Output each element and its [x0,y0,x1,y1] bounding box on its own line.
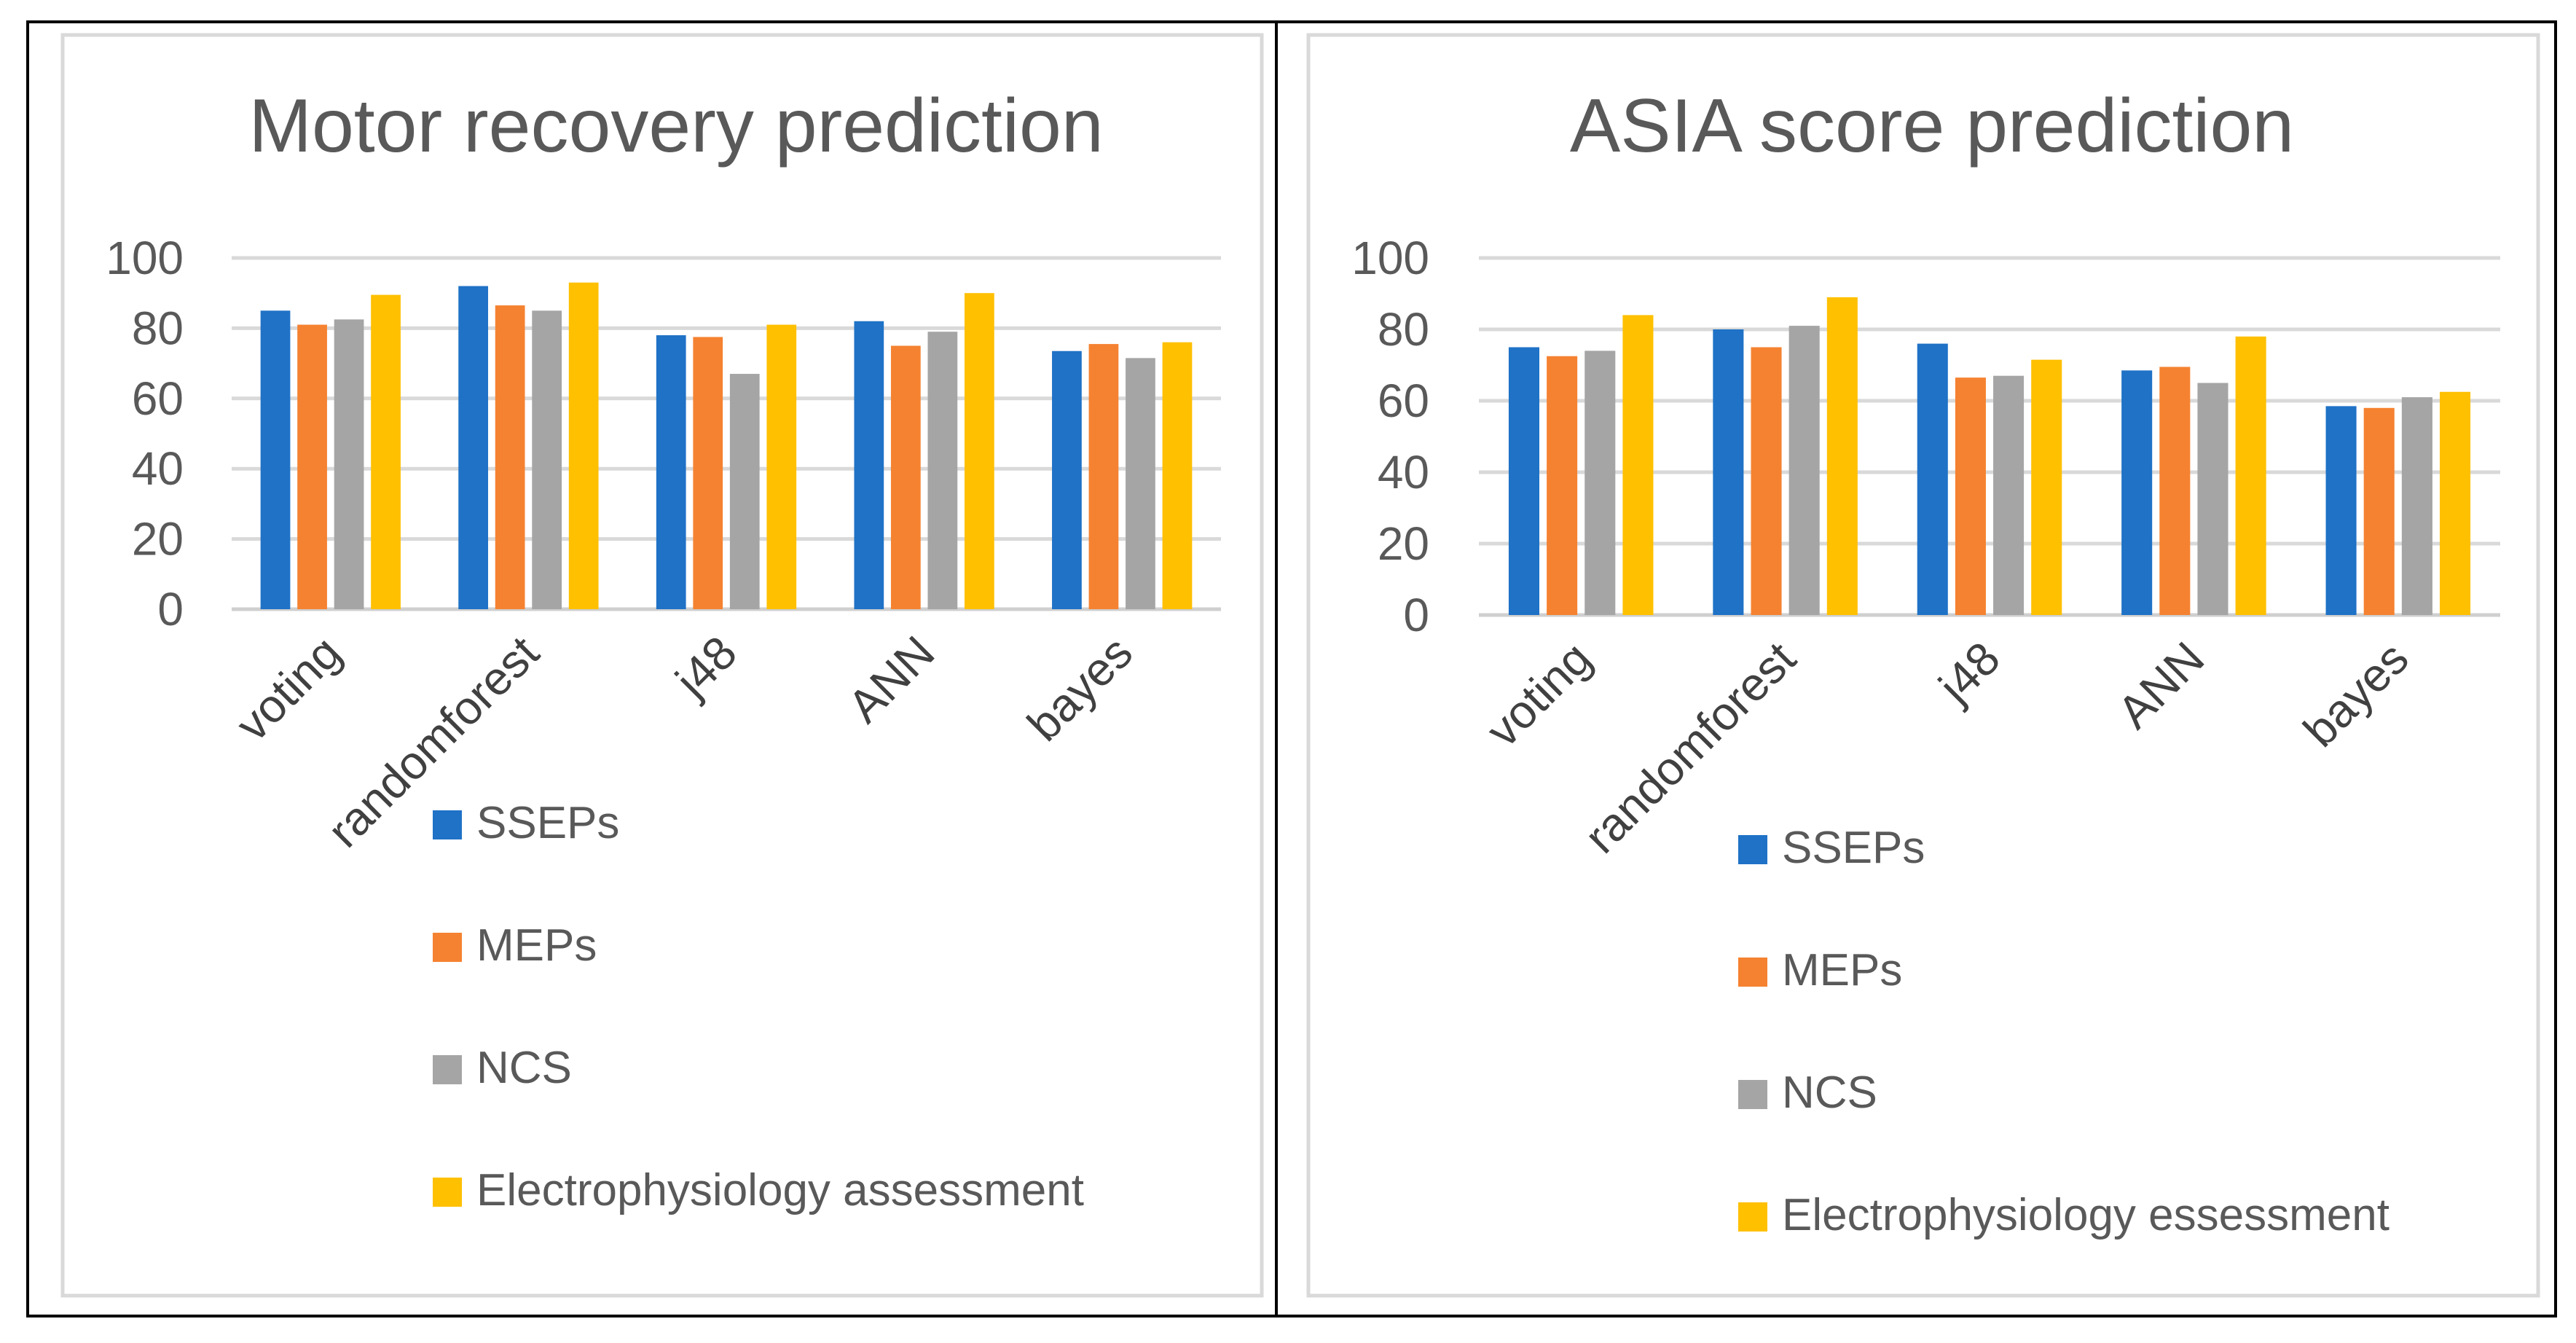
chart-area-border-right [1306,33,2540,1298]
bar-j48-sseps [656,335,686,609]
y-tick-label: 40 [132,442,184,495]
bars [260,282,1193,609]
y-tick-label: 0 [157,583,184,635]
bar-voting-meps [297,324,327,609]
legend-swatch [1738,1202,1767,1232]
chart-title: Motor recovery prediction [248,84,1103,168]
y-tick-label: 60 [132,372,184,425]
legend-swatch [1738,835,1767,864]
bar-randomforest-sseps [1713,329,1744,615]
y-tick-label: 20 [1378,517,1429,570]
bar-bayes-meps [1088,344,1119,609]
bar-j48-electrophysiology-essessment [2031,359,2062,615]
legend-label: NCS [1782,1068,1877,1118]
bar-ANN-meps [890,345,921,609]
bar-bayes-ncs [1126,358,1155,609]
bar-bayes-meps [2363,407,2395,615]
chart-area-border-left [60,33,1264,1298]
bar-j48-meps [1955,377,1986,615]
legend-swatch [433,810,462,839]
y-tick-label: 0 [1403,589,1429,641]
bar-randomforest-electrophysiology-essessment [1826,297,1858,615]
bar-bayes-sseps [1052,351,1082,609]
bar-j48-ncs [729,374,760,609]
y-tick-label: 80 [1378,303,1429,356]
bar-bayes-electrophysiology-essessment [2440,391,2471,615]
bar-voting-ncs [1585,351,1616,615]
legend-label: Electrophysiology assessment [476,1165,1084,1215]
legend-swatch [433,1178,462,1207]
bar-voting-sseps [1508,347,1539,615]
bar-randomforest-ncs [532,310,562,609]
bar-voting-sseps [260,310,291,609]
bar-voting-electrophysiology-essessment [1622,315,1654,615]
y-tick-label: 60 [1378,375,1429,427]
bar-j48-electrophysiology-assessment [766,324,797,609]
legend-label: MEPs [476,920,597,971]
bar-randomforest-electrophysiology-assessment [568,282,599,609]
legend-label: MEPs [1782,945,1902,995]
bar-ANN-ncs [927,332,958,609]
bar-ANN-sseps [854,321,884,609]
bar-j48-ncs [1993,375,2025,615]
legend-label: Electrophysiology essessment [1782,1190,2390,1240]
legend: SSEPs MEPs NCS Electrophysiology assessment [433,798,1084,1215]
y-tick-label: 40 [1378,446,1429,498]
bar-ANN-electrophysiology-essessment [2235,336,2266,615]
bar-ANN-electrophysiology-assessment [965,293,994,609]
legend-swatch [1738,958,1767,987]
legend-label: SSEPs [476,798,619,848]
bar-bayes-ncs [2401,397,2432,615]
legend-label: NCS [476,1043,572,1093]
legend-label: SSEPs [1782,823,1925,873]
bar-bayes-sseps [2325,406,2357,615]
bar-randomforest-meps [495,305,525,609]
bar-ANN-ncs [2197,383,2229,615]
bar-bayes-electrophysiology-assessment [1162,342,1193,609]
chart-title: ASIA score prediction [1570,84,2294,168]
y-tick-label: 100 [1351,232,1429,284]
bar-ANN-sseps [2121,370,2153,615]
y-tick-label: 80 [132,302,184,354]
legend-swatch [433,933,462,962]
y-tick-label: 20 [132,513,184,565]
bar-j48-meps [693,337,723,609]
bar-randomforest-ncs [1788,326,1820,615]
bar-ANN-meps [2159,367,2191,615]
bar-randomforest-sseps [458,286,488,609]
legend: SSEPs MEPs NCS Electrophysiology essessment [1738,823,2390,1240]
bar-randomforest-meps [1751,347,1782,615]
bar-voting-electrophysiology-assessment [371,294,401,609]
bar-j48-sseps [1917,343,1948,615]
legend-swatch [433,1055,462,1084]
bars [1508,297,2471,615]
y-tick-label: 100 [106,232,184,284]
bar-voting-ncs [334,319,364,609]
bar-voting-meps [1547,356,1578,615]
legend-swatch [1738,1080,1767,1109]
outer-frame [26,20,2557,1317]
